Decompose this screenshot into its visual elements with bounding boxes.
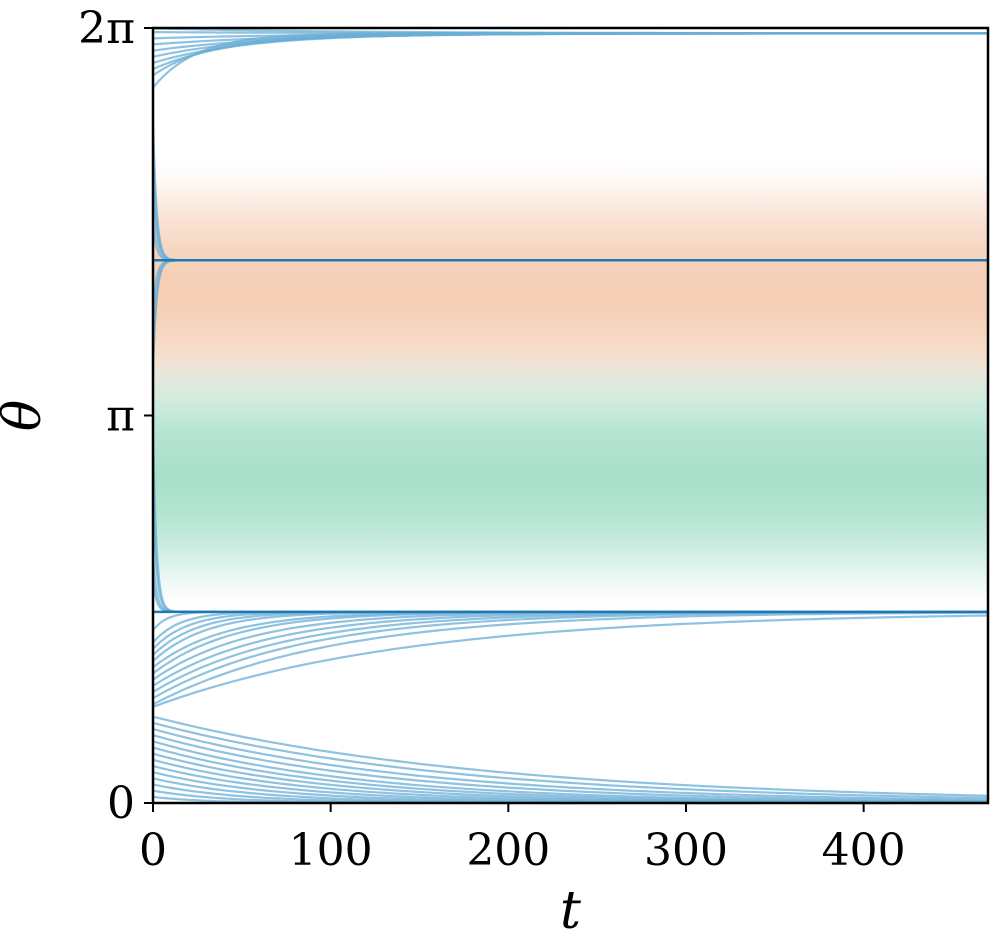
trajectory-to-zero	[152, 721, 989, 799]
trajectory-to-zero	[152, 734, 988, 802]
trajectory-to-zero	[152, 727, 989, 801]
trajectory-to-zero	[152, 740, 989, 803]
y-axis-ticks: 0 π 2π	[78, 3, 153, 829]
y-axis-label: θ	[0, 400, 53, 431]
y-tick-label: 0	[107, 778, 135, 829]
x-tick-label: 100	[289, 825, 373, 876]
trajectory-to-zero	[152, 715, 989, 797]
x-axis-ticks: 0 100 200 300 400	[139, 803, 906, 876]
fixed-point-lines	[153, 32, 988, 614]
plot-background	[153, 28, 988, 803]
x-tick-label: 200	[466, 825, 550, 876]
x-tick-label: 400	[822, 825, 906, 876]
x-axis-label: t	[560, 881, 581, 941]
x-tick-label: 300	[644, 825, 728, 876]
trajectory-to-lower-fixed	[152, 614, 989, 708]
y-tick-label: 2π	[78, 3, 135, 54]
x-tick-label: 0	[139, 825, 167, 876]
y-tick-label: π	[106, 391, 135, 442]
trajectory-to-lower-fixed	[152, 611, 988, 706]
